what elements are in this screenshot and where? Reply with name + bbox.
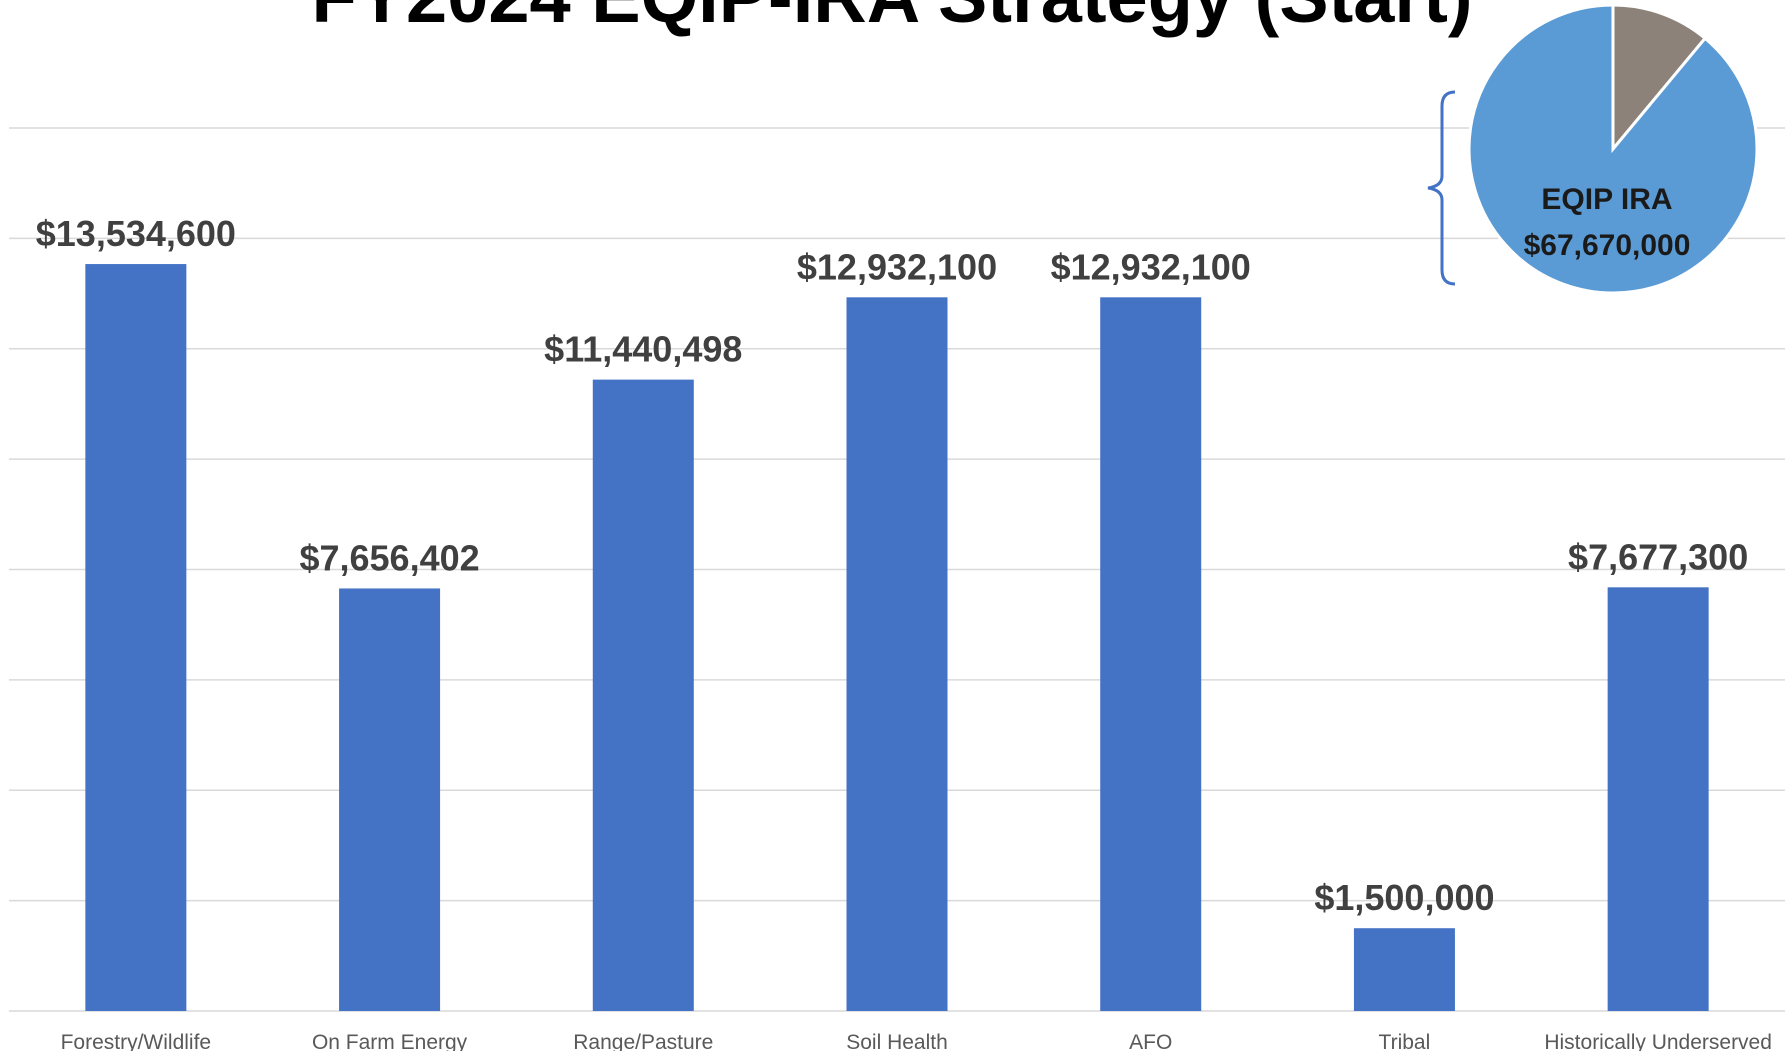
x-tick-label: Tribal: [1379, 1031, 1431, 1051]
value-label: $7,656,402: [299, 537, 479, 578]
brace: [1427, 90, 1456, 286]
value-label: $7,677,300: [1568, 536, 1748, 577]
bar: [339, 588, 441, 1011]
value-label: $12,932,100: [1051, 246, 1251, 287]
value-label: $13,534,600: [36, 213, 236, 254]
bar: [846, 297, 948, 1012]
x-tick-label: AFO: [1129, 1031, 1172, 1051]
value-label: $12,932,100: [797, 246, 997, 287]
x-tick-label: Range/Pasture: [573, 1031, 713, 1051]
pie-label: EQIP IRA: [1541, 183, 1672, 216]
x-tick-label: Historically Underserved: [1544, 1031, 1772, 1051]
x-tick-label: Soil Health: [846, 1031, 948, 1051]
value-label: $1,500,000: [1314, 877, 1494, 918]
chart-title: FY2024 EQIP-IRA Strategy (Start): [311, 0, 1472, 38]
x-tick-label: On Farm Energy: [312, 1031, 468, 1051]
pie-slice: [1611, 3, 1708, 154]
pie-value-label: $67,670,000: [1524, 229, 1691, 262]
bar: [1100, 297, 1202, 1012]
x-tick-label: Forestry/Wildlife: [61, 1031, 212, 1051]
bar: [1607, 587, 1709, 1011]
pie-slice: [1467, 3, 1759, 295]
bar: [85, 264, 187, 1011]
bar: [592, 379, 694, 1011]
value-label: $11,440,498: [544, 329, 742, 370]
bar: [1353, 928, 1455, 1011]
